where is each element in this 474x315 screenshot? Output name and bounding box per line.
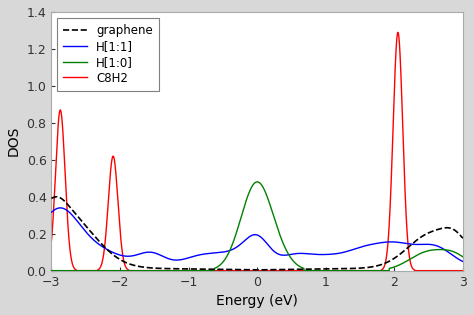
H[1:0] xyxy=(144,269,150,272)
Line: graphene: graphene xyxy=(51,197,463,270)
C8H2 xyxy=(395,31,401,34)
H[1:1] xyxy=(460,260,466,263)
C8H2 xyxy=(233,269,239,272)
X-axis label: Energy (eV): Energy (eV) xyxy=(216,294,298,308)
H[1:1] xyxy=(148,250,154,254)
C8H2 xyxy=(144,269,150,272)
H[1:1] xyxy=(146,250,152,254)
graphene xyxy=(144,266,150,269)
H[1:0] xyxy=(48,269,54,272)
Legend: graphene, H[1:1], H[1:0], C8H2: graphene, H[1:1], H[1:0], C8H2 xyxy=(57,18,159,90)
C8H2 xyxy=(148,269,154,272)
C8H2 xyxy=(460,269,466,272)
graphene xyxy=(54,195,59,199)
Line: C8H2: C8H2 xyxy=(51,32,463,271)
H[1:1] xyxy=(57,206,63,210)
H[1:0] xyxy=(255,180,260,184)
C8H2 xyxy=(457,269,463,272)
H[1:1] xyxy=(204,252,210,255)
H[1:1] xyxy=(144,250,150,254)
H[1:0] xyxy=(146,269,152,272)
H[1:1] xyxy=(457,258,463,262)
graphene xyxy=(204,267,210,271)
C8H2 xyxy=(146,269,152,272)
graphene xyxy=(255,268,260,272)
H[1:0] xyxy=(233,232,239,236)
graphene xyxy=(457,233,463,237)
Line: H[1:0]: H[1:0] xyxy=(51,182,463,271)
C8H2 xyxy=(48,239,54,243)
Line: H[1:1]: H[1:1] xyxy=(51,208,463,261)
H[1:1] xyxy=(48,210,54,214)
graphene xyxy=(148,266,154,270)
graphene xyxy=(48,196,54,200)
graphene xyxy=(233,268,239,272)
H[1:0] xyxy=(204,269,210,272)
graphene xyxy=(146,266,152,270)
H[1:0] xyxy=(460,255,466,259)
Y-axis label: DOS: DOS xyxy=(7,126,21,157)
H[1:0] xyxy=(457,253,463,257)
H[1:0] xyxy=(148,269,154,272)
C8H2 xyxy=(204,269,210,272)
H[1:1] xyxy=(233,246,239,249)
graphene xyxy=(460,236,466,240)
C8H2 xyxy=(73,269,79,272)
